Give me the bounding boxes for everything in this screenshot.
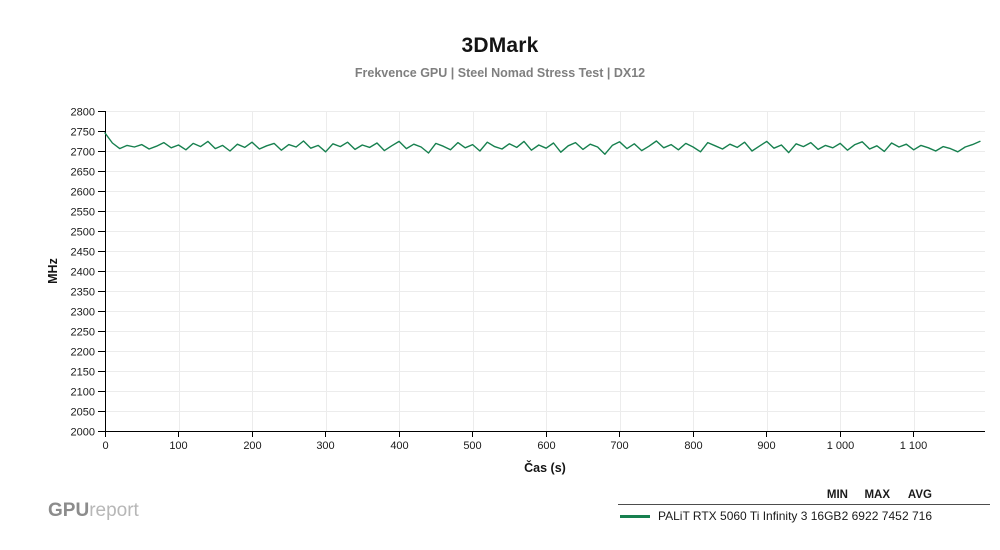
svg-text:2750: 2750 [71,127,95,139]
legend-series-row: PALiT RTX 5060 Ti Infinity 3 16GB 2 692 … [618,505,990,523]
legend-divider [618,504,990,505]
series-name: PALiT RTX 5060 Ti Infinity 3 16GB [658,509,842,523]
svg-text:2200: 2200 [71,347,95,359]
svg-text:2700: 2700 [71,147,95,159]
svg-text:2300: 2300 [71,307,95,319]
chart-legend: MIN MAX AVG PALiT RTX 5060 Ti Infinity 3… [618,489,990,523]
svg-text:500: 500 [463,440,481,452]
svg-text:2800: 2800 [71,107,95,119]
svg-text:2100: 2100 [71,387,95,399]
series-avg-value: 2 716 [901,509,932,523]
legend-col-avg: AVG [907,489,932,501]
svg-text:2550: 2550 [71,207,95,219]
svg-text:2500: 2500 [71,227,95,239]
axes: 2000205021002150220022502300235024002450… [71,107,985,452]
page-subtitle: Frekvence GPU | Steel Nomad Stress Test … [354,66,646,80]
y-axis-title: MHz [46,258,60,284]
logo-text-light: report [89,500,139,521]
svg-text:1 000: 1 000 [827,440,855,452]
series-min-value: 2 692 [841,509,872,523]
svg-text:0: 0 [102,440,108,452]
page-title: 3DMark [461,34,539,57]
svg-text:2250: 2250 [71,327,95,339]
logo-text-bold: GPU [48,500,90,521]
svg-text:300: 300 [316,440,334,452]
svg-text:2450: 2450 [71,247,95,259]
svg-text:2050: 2050 [71,407,95,419]
svg-text:2350: 2350 [71,287,95,299]
legend-col-min: MIN [826,489,848,501]
svg-text:2150: 2150 [71,367,95,379]
svg-text:2400: 2400 [71,267,95,279]
legend-header-row: MIN MAX AVG [618,489,990,504]
svg-text:400: 400 [390,440,408,452]
svg-text:1 100: 1 100 [900,440,928,452]
legend-col-max: MAX [864,489,890,501]
series-color-swatch [620,514,650,518]
svg-text:900: 900 [757,440,775,452]
svg-text:2000: 2000 [71,427,95,439]
series-line [104,132,981,155]
svg-text:800: 800 [684,440,702,452]
svg-text:2650: 2650 [71,167,95,179]
svg-text:200: 200 [243,440,261,452]
gridlines [105,111,985,431]
gpureport-logo: GPUreport [48,500,139,522]
series-max-value: 2 745 [871,509,902,523]
svg-text:700: 700 [610,440,628,452]
svg-text:600: 600 [537,440,555,452]
frequency-line-chart: 2000205021002150220022502300235024002450… [46,107,985,475]
svg-text:100: 100 [169,440,187,452]
x-axis-title: Čas (s) [524,460,566,475]
svg-text:2600: 2600 [71,187,95,199]
